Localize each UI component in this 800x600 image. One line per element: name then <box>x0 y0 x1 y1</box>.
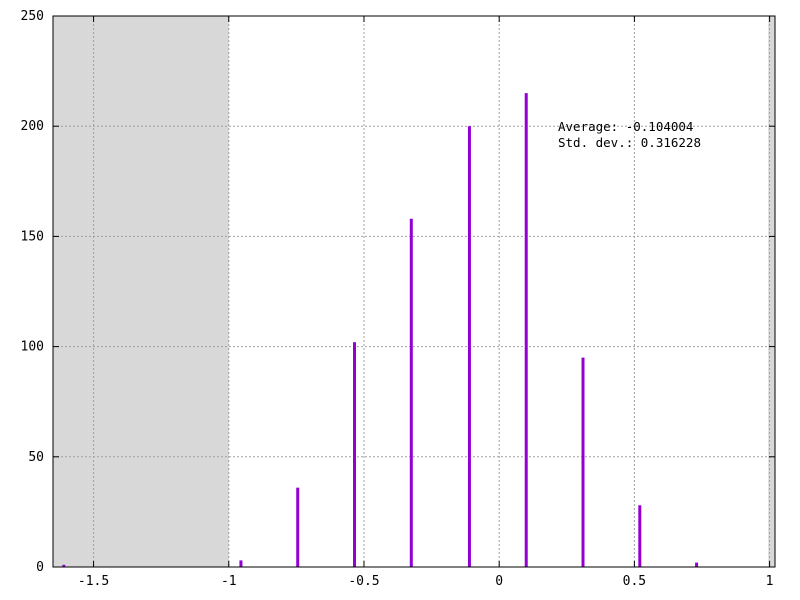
bar-8 <box>638 505 642 567</box>
y-tick-label: 200 <box>21 119 44 134</box>
x-tick-label: -1.5 <box>78 574 109 589</box>
y-tick-label: 50 <box>28 450 44 465</box>
y-tick-label: 150 <box>21 229 44 244</box>
y-tick-label: 250 <box>21 9 44 24</box>
x-tick-label: -0.5 <box>348 574 379 589</box>
bar-2 <box>296 487 300 567</box>
bars <box>62 93 699 567</box>
bar-1 <box>239 560 243 567</box>
bar-9 <box>695 562 699 567</box>
bar-0 <box>62 564 66 567</box>
shaded-regions <box>53 16 775 567</box>
shaded-region-1 <box>768 16 775 567</box>
tick-labels: -1.5 -1 -0.5 0 0.5 1 0 50 100 150 200 250 <box>21 9 774 589</box>
y-tick-label: 100 <box>21 340 44 355</box>
bar-5 <box>467 126 471 567</box>
bar-7 <box>581 357 585 567</box>
x-tick-label: 1 <box>766 574 774 589</box>
y-tick-label: 0 <box>36 560 44 575</box>
x-tick-label: -1 <box>221 574 237 589</box>
plot-frame <box>52 15 776 568</box>
shaded-region-0 <box>53 16 229 567</box>
ticks <box>53 15 775 568</box>
x-tick-label: 0 <box>495 574 503 589</box>
bar-6 <box>524 93 528 567</box>
bar-3 <box>353 342 357 567</box>
std-dev-annotation: Std. dev.: 0.316228 <box>558 135 701 150</box>
bar-4 <box>409 218 413 567</box>
average-annotation: Average: -0.104004 <box>558 119 693 134</box>
x-tick-label: 0.5 <box>623 574 646 589</box>
